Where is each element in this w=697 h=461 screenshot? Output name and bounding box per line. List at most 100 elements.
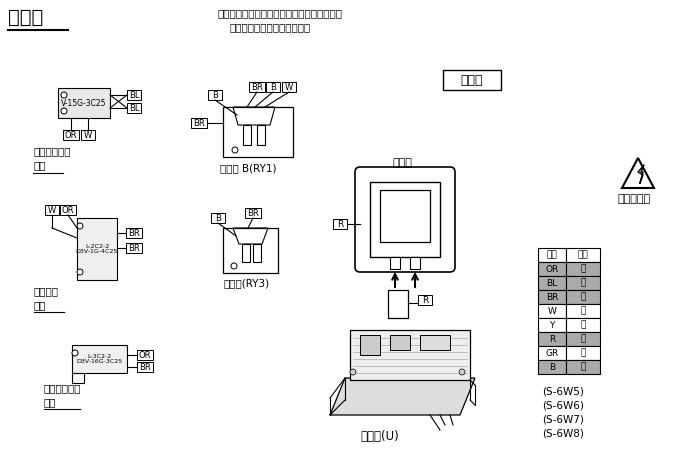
- Circle shape: [77, 223, 83, 229]
- Bar: [257, 125, 265, 145]
- Text: 棕: 棕: [581, 292, 585, 301]
- Bar: [566, 304, 600, 318]
- Text: (S-6W5): (S-6W5): [542, 386, 584, 396]
- Text: OR: OR: [139, 350, 151, 360]
- Bar: [249, 82, 265, 92]
- Text: 括号内所指为接插件的颜色。: 括号内所指为接插件的颜色。: [230, 22, 312, 32]
- FancyBboxPatch shape: [355, 167, 455, 272]
- Bar: [77, 218, 117, 280]
- Text: BL: BL: [129, 104, 139, 112]
- Bar: [443, 70, 501, 90]
- Text: 接线图: 接线图: [8, 8, 43, 27]
- Text: B: B: [215, 213, 221, 223]
- Text: (S-6W8): (S-6W8): [542, 428, 584, 438]
- Bar: [380, 190, 430, 242]
- Bar: [418, 295, 432, 305]
- Text: W: W: [84, 130, 92, 140]
- Bar: [566, 248, 600, 262]
- Bar: [266, 82, 280, 92]
- Bar: [370, 182, 440, 257]
- Text: 灰: 灰: [581, 349, 585, 357]
- Bar: [72, 345, 127, 373]
- Bar: [63, 130, 79, 140]
- Bar: [390, 257, 400, 269]
- Text: 符号: 符号: [546, 250, 558, 260]
- Bar: [137, 362, 153, 372]
- Bar: [223, 107, 293, 157]
- Text: W: W: [548, 307, 556, 315]
- Bar: [360, 335, 380, 355]
- Bar: [253, 244, 261, 262]
- Bar: [243, 125, 251, 145]
- Text: 橙: 橙: [581, 265, 585, 273]
- Bar: [81, 130, 95, 140]
- Bar: [390, 335, 410, 350]
- Bar: [566, 262, 600, 276]
- Text: BL: BL: [129, 90, 139, 100]
- Bar: [566, 276, 600, 290]
- Circle shape: [61, 108, 67, 114]
- Text: 继电器 B(RY1): 继电器 B(RY1): [220, 163, 277, 173]
- Bar: [126, 243, 142, 253]
- Circle shape: [350, 369, 356, 375]
- Text: 初级碰锁开关: 初级碰锁开关: [33, 146, 70, 156]
- Bar: [127, 103, 141, 113]
- Text: 白: 白: [581, 307, 585, 315]
- Text: (S-6W7): (S-6W7): [542, 414, 584, 424]
- Text: 中部: 中部: [34, 300, 47, 310]
- Text: 次级碰锁开关: 次级碰锁开关: [44, 383, 82, 393]
- Bar: [566, 332, 600, 346]
- Text: B: B: [270, 83, 276, 91]
- Bar: [566, 360, 600, 374]
- Circle shape: [231, 263, 237, 269]
- Bar: [137, 350, 153, 360]
- Bar: [566, 346, 600, 360]
- Bar: [538, 318, 566, 332]
- Text: 继电器(RY3): 继电器(RY3): [223, 278, 269, 288]
- Bar: [420, 335, 450, 350]
- Text: L-3C2-2
D3V-16G-3C25: L-3C2-2 D3V-16G-3C25: [76, 354, 122, 364]
- Text: GR: GR: [545, 349, 558, 357]
- Bar: [45, 205, 59, 215]
- Polygon shape: [330, 378, 475, 415]
- Bar: [566, 290, 600, 304]
- Bar: [538, 276, 566, 290]
- Text: 新高业: 新高业: [461, 73, 483, 87]
- Bar: [126, 228, 142, 238]
- Text: BR: BR: [546, 292, 558, 301]
- Text: BR: BR: [193, 118, 205, 128]
- Text: Y: Y: [549, 320, 555, 330]
- Text: 黑: 黑: [581, 362, 585, 372]
- Bar: [127, 90, 141, 100]
- Text: R: R: [549, 335, 555, 343]
- Text: 磁控管: 磁控管: [392, 158, 412, 168]
- Bar: [191, 118, 207, 128]
- Circle shape: [61, 92, 67, 98]
- Bar: [208, 90, 222, 100]
- Bar: [350, 330, 470, 380]
- Text: 黄: 黄: [581, 320, 585, 330]
- Text: BR: BR: [251, 83, 263, 91]
- Text: B: B: [212, 90, 218, 100]
- Bar: [333, 219, 347, 229]
- Bar: [211, 213, 225, 223]
- Circle shape: [77, 269, 83, 275]
- Text: (S-6W6): (S-6W6): [542, 400, 584, 410]
- Circle shape: [232, 147, 238, 153]
- Bar: [242, 244, 250, 262]
- Text: 注：置换元件时，请按图所示检查导线颜色。: 注：置换元件时，请按图所示检查导线颜色。: [218, 8, 343, 18]
- Text: W: W: [48, 206, 56, 214]
- Text: 红: 红: [581, 335, 585, 343]
- Text: OR: OR: [62, 206, 75, 214]
- Text: W: W: [285, 83, 293, 91]
- Bar: [245, 208, 261, 218]
- Bar: [60, 205, 76, 215]
- Text: BR: BR: [247, 208, 259, 218]
- Text: OR: OR: [65, 130, 77, 140]
- Text: 颜色: 颜色: [578, 250, 588, 260]
- Text: 变频器(U): 变频器(U): [360, 430, 399, 443]
- Bar: [566, 318, 600, 332]
- Text: R: R: [337, 219, 343, 229]
- Bar: [538, 332, 566, 346]
- Bar: [223, 228, 278, 273]
